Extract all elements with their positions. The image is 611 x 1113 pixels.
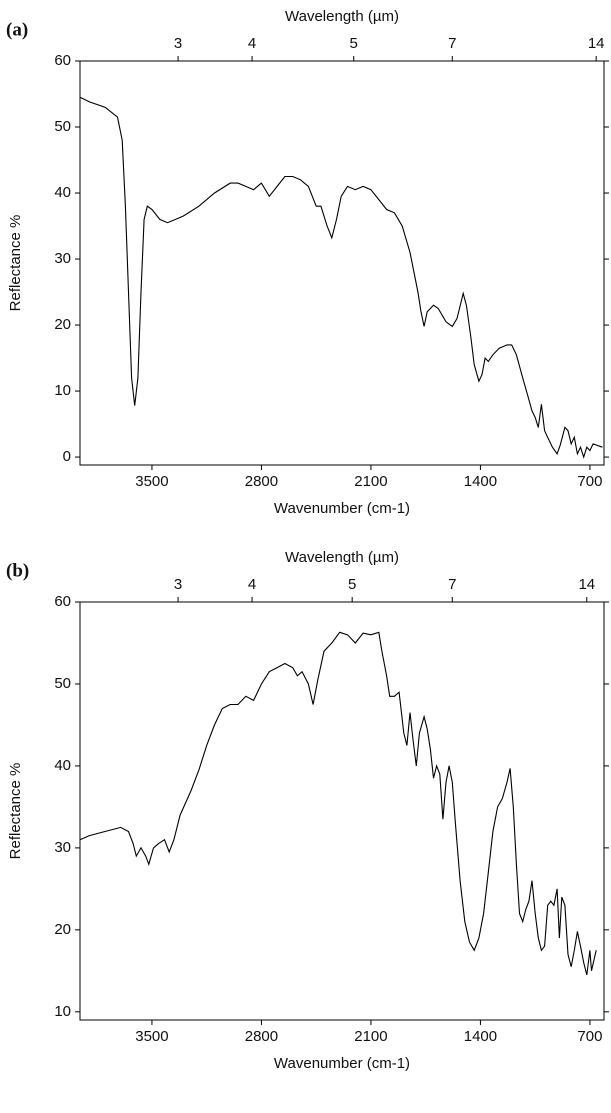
x-tick-label: 2100 — [354, 1028, 387, 1045]
x-tick-label: 1400 — [464, 1028, 497, 1045]
x-tick-label: 1400 — [464, 473, 497, 490]
x2-tick-label: 7 — [448, 576, 456, 593]
x2-tick-label: 14 — [578, 576, 595, 593]
x2-axis-label: Wavelength (µm) — [285, 8, 399, 25]
x2-tick-label: 5 — [348, 576, 356, 593]
x-tick-label: 3500 — [135, 1028, 168, 1045]
x2-tick-label: 7 — [448, 35, 456, 52]
x2-tick-label: 14 — [588, 35, 605, 52]
y-tick-label: 30 — [54, 839, 71, 856]
y-tick-label: 50 — [54, 675, 71, 692]
x-tick-label: 700 — [577, 1028, 602, 1045]
y-tick-label: 10 — [54, 1003, 71, 1020]
x-tick-label: 2100 — [354, 473, 387, 490]
x-tick-label: 3500 — [135, 473, 168, 490]
x-tick-label: 2800 — [245, 473, 278, 490]
spectrum-line — [79, 96, 603, 459]
y-tick-label: 50 — [54, 118, 71, 135]
y-tick-label: 60 — [54, 52, 71, 69]
plot-frame — [79, 601, 605, 1021]
x2-tick-label: 4 — [248, 576, 256, 593]
y-axis-label: Reflectance % — [7, 215, 24, 312]
x-axis-label: Wavenumber (cm-1) — [274, 1055, 410, 1072]
y-tick-label: 20 — [54, 921, 71, 938]
panel-label: (b) — [6, 560, 29, 581]
x2-axis-label: Wavelength (µm) — [285, 549, 399, 566]
x2-tick-label: 5 — [350, 35, 358, 52]
x2-tick-label: 4 — [248, 35, 256, 52]
y-tick-label: 40 — [54, 757, 71, 774]
panel-label: (a) — [6, 19, 28, 40]
x-tick-label: 700 — [577, 473, 602, 490]
y-tick-label: 60 — [54, 593, 71, 610]
y-tick-label: 0 — [63, 448, 71, 465]
x-tick-label: 2800 — [245, 1028, 278, 1045]
y-axis-label: Reflectance % — [7, 763, 24, 860]
x2-tick-label: 3 — [174, 576, 182, 593]
x-axis-label: Wavenumber (cm-1) — [274, 500, 410, 517]
y-tick-label: 10 — [54, 382, 71, 399]
plot-frame — [79, 60, 605, 466]
x2-tick-label: 3 — [174, 35, 182, 52]
y-tick-label: 20 — [54, 316, 71, 333]
spectrum-line — [79, 631, 597, 976]
y-tick-label: 40 — [54, 184, 71, 201]
y-tick-label: 30 — [54, 250, 71, 267]
